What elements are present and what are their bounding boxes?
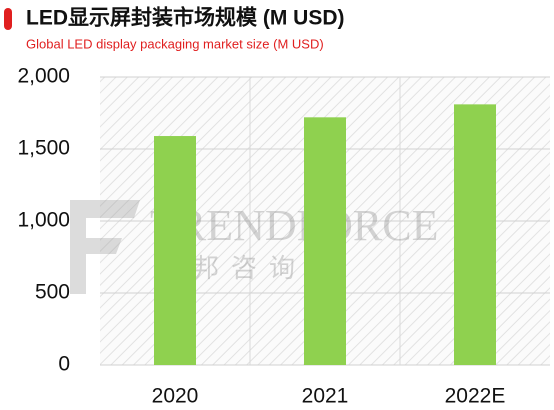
- watermark-brand: TRENDFORCE: [150, 201, 438, 250]
- y-tick-label: 500: [35, 281, 70, 304]
- y-tick-label: 2,000: [17, 65, 70, 88]
- bar: [454, 104, 496, 366]
- x-tick-label: 2021: [302, 385, 349, 408]
- x-tick-label: 2020: [152, 385, 199, 408]
- y-tick-label: 1,500: [17, 137, 70, 160]
- watermark-logo: [70, 200, 140, 294]
- x-tick-label: 2022E: [445, 385, 506, 408]
- bar: [154, 136, 196, 365]
- y-tick-label: 1,000: [17, 209, 70, 232]
- title-marker: [4, 8, 12, 30]
- chart-title: LED显示屏封装市场规模 (M USD): [26, 6, 345, 30]
- bar: [304, 117, 346, 365]
- y-tick-label: 0: [58, 353, 70, 376]
- chart-subtitle: Global LED display packaging market size…: [26, 36, 324, 51]
